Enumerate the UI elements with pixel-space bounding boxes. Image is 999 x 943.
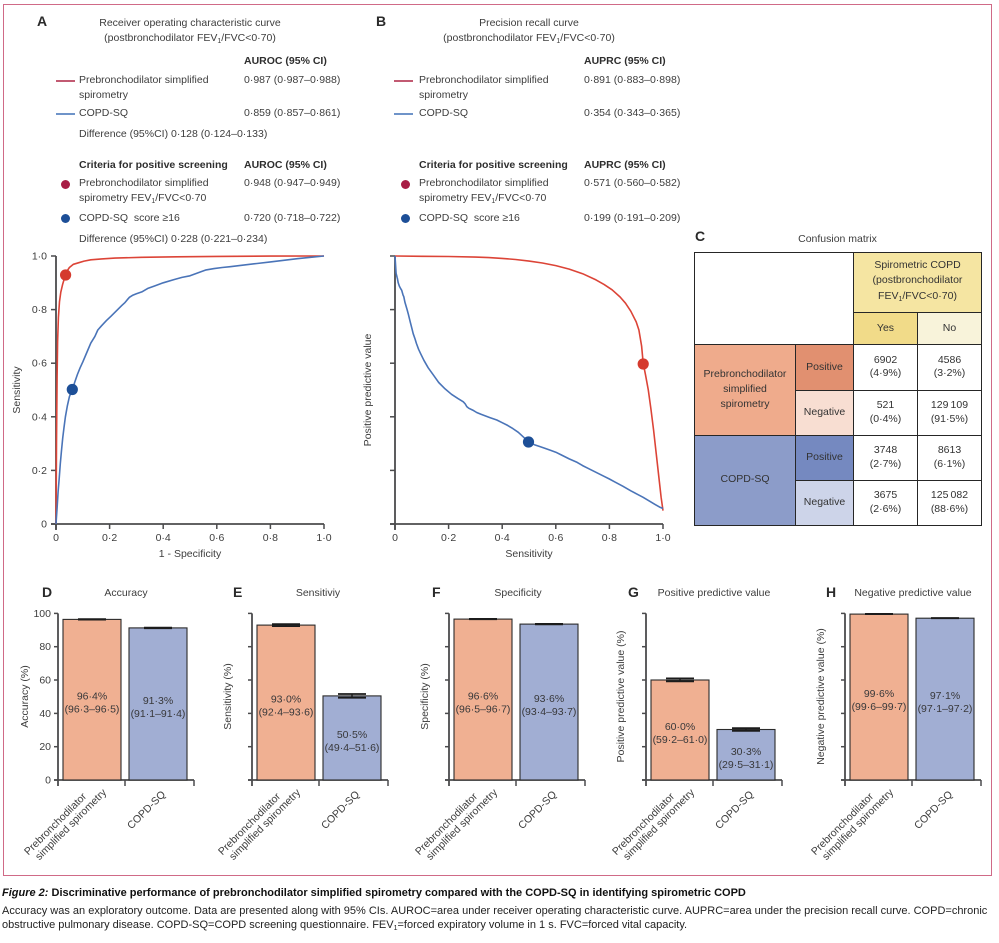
svg-text:G: G xyxy=(628,584,639,600)
svg-text:0: 0 xyxy=(53,532,59,544)
svg-text:Sensitiviy: Sensitiviy xyxy=(296,587,341,599)
svg-text:(59·2–61·0): (59·2–61·0) xyxy=(653,734,708,746)
svg-text:0·8: 0·8 xyxy=(32,304,47,316)
svg-text:0·2: 0·2 xyxy=(441,532,456,544)
svg-text:96·4%: 96·4% xyxy=(77,691,107,703)
svg-text:D: D xyxy=(42,584,52,600)
svg-text:(92·4–93·6): (92·4–93·6) xyxy=(259,707,314,719)
svg-text:96·6%: 96·6% xyxy=(468,691,498,703)
svg-text:0: 0 xyxy=(392,532,398,544)
svg-text:COPD-SQ: COPD-SQ xyxy=(912,789,955,832)
svg-text:0: 0 xyxy=(41,519,47,531)
svg-text:0·4: 0·4 xyxy=(32,411,47,423)
svg-text:20: 20 xyxy=(39,741,51,753)
svg-text:0·8: 0·8 xyxy=(602,532,617,544)
svg-text:COPD-SQ: COPD-SQ xyxy=(125,789,168,832)
svg-text:Accuracy (%): Accuracy (%) xyxy=(19,665,31,727)
svg-text:0·4: 0·4 xyxy=(495,532,510,544)
svg-text:(91·1–91·4): (91·1–91·4) xyxy=(131,708,186,720)
svg-text:1 - Specificity: 1 - Specificity xyxy=(159,548,222,560)
svg-text:0·6: 0·6 xyxy=(32,358,47,370)
svg-text:Prebronchodilatorsimplified sp: Prebronchodilatorsimplified spirometry xyxy=(413,778,501,866)
svg-text:COPD-SQ: COPD-SQ xyxy=(516,789,559,832)
svg-text:(99·6–99·7): (99·6–99·7) xyxy=(852,701,907,713)
svg-text:0·6: 0·6 xyxy=(548,532,563,544)
svg-text:1·0: 1·0 xyxy=(316,532,331,544)
svg-text:Sensitivity (%): Sensitivity (%) xyxy=(222,663,234,730)
svg-text:Negative predictive value (%): Negative predictive value (%) xyxy=(815,628,827,765)
svg-text:0·4: 0·4 xyxy=(156,532,171,544)
svg-text:(93·4–93·7): (93·4–93·7) xyxy=(522,706,577,718)
svg-text:Prebronchodilatorsimplified sp: Prebronchodilatorsimplified spirometry xyxy=(22,778,110,866)
svg-text:(96·5–96·7): (96·5–96·7) xyxy=(456,704,511,716)
svg-text:80: 80 xyxy=(39,641,51,653)
svg-text:E: E xyxy=(233,584,242,600)
svg-text:Specificity: Specificity xyxy=(494,587,542,599)
svg-text:COPD-SQ: COPD-SQ xyxy=(319,789,362,832)
svg-text:50·5%: 50·5% xyxy=(337,729,367,741)
svg-text:Sensitivity: Sensitivity xyxy=(11,366,23,414)
svg-text:Prebronchodilatorsimplified sp: Prebronchodilatorsimplified spirometry xyxy=(809,778,897,866)
svg-text:H: H xyxy=(826,584,836,600)
svg-text:COPD-SQ: COPD-SQ xyxy=(713,789,756,832)
svg-text:60: 60 xyxy=(39,675,51,687)
svg-text:0·6: 0·6 xyxy=(209,532,224,544)
svg-text:40: 40 xyxy=(39,708,51,720)
svg-text:91·3%: 91·3% xyxy=(143,695,173,707)
svg-text:99·6%: 99·6% xyxy=(864,688,894,700)
svg-text:1·0: 1·0 xyxy=(655,532,670,544)
svg-text:30·3%: 30·3% xyxy=(731,746,761,758)
svg-text:Positive predictive value: Positive predictive value xyxy=(658,587,771,599)
svg-text:Sensitivity: Sensitivity xyxy=(505,548,553,560)
svg-text:0·8: 0·8 xyxy=(263,532,278,544)
svg-text:Positive predictive value (%): Positive predictive value (%) xyxy=(615,631,627,763)
svg-text:97·1%: 97·1% xyxy=(930,690,960,702)
svg-text:Specificity (%): Specificity (%) xyxy=(419,663,431,730)
svg-text:Prebronchodilatorsimplified sp: Prebronchodilatorsimplified spirometry xyxy=(216,778,304,866)
svg-text:93·0%: 93·0% xyxy=(271,694,301,706)
svg-text:93·6%: 93·6% xyxy=(534,693,564,705)
svg-text:(97·1–97·2): (97·1–97·2) xyxy=(918,703,973,715)
svg-text:F: F xyxy=(432,584,441,600)
svg-text:(49·4–51·6): (49·4–51·6) xyxy=(325,742,380,754)
svg-text:1·0: 1·0 xyxy=(32,251,47,263)
svg-text:Positive predictive value: Positive predictive value xyxy=(362,334,374,447)
svg-text:Accuracy: Accuracy xyxy=(104,587,148,599)
svg-text:(96·3–96·5): (96·3–96·5) xyxy=(65,704,120,716)
svg-text:60·0%: 60·0% xyxy=(665,721,695,733)
svg-text:Prebronchodilatorsimplified sp: Prebronchodilatorsimplified spirometry xyxy=(610,778,698,866)
svg-text:0·2: 0·2 xyxy=(32,465,47,477)
svg-text:100: 100 xyxy=(33,608,51,620)
svg-text:Negative predictive value: Negative predictive value xyxy=(854,587,971,599)
svg-text:(29·5–31·1): (29·5–31·1) xyxy=(719,759,774,771)
svg-text:0·2: 0·2 xyxy=(102,532,117,544)
svg-text:0: 0 xyxy=(45,775,51,787)
